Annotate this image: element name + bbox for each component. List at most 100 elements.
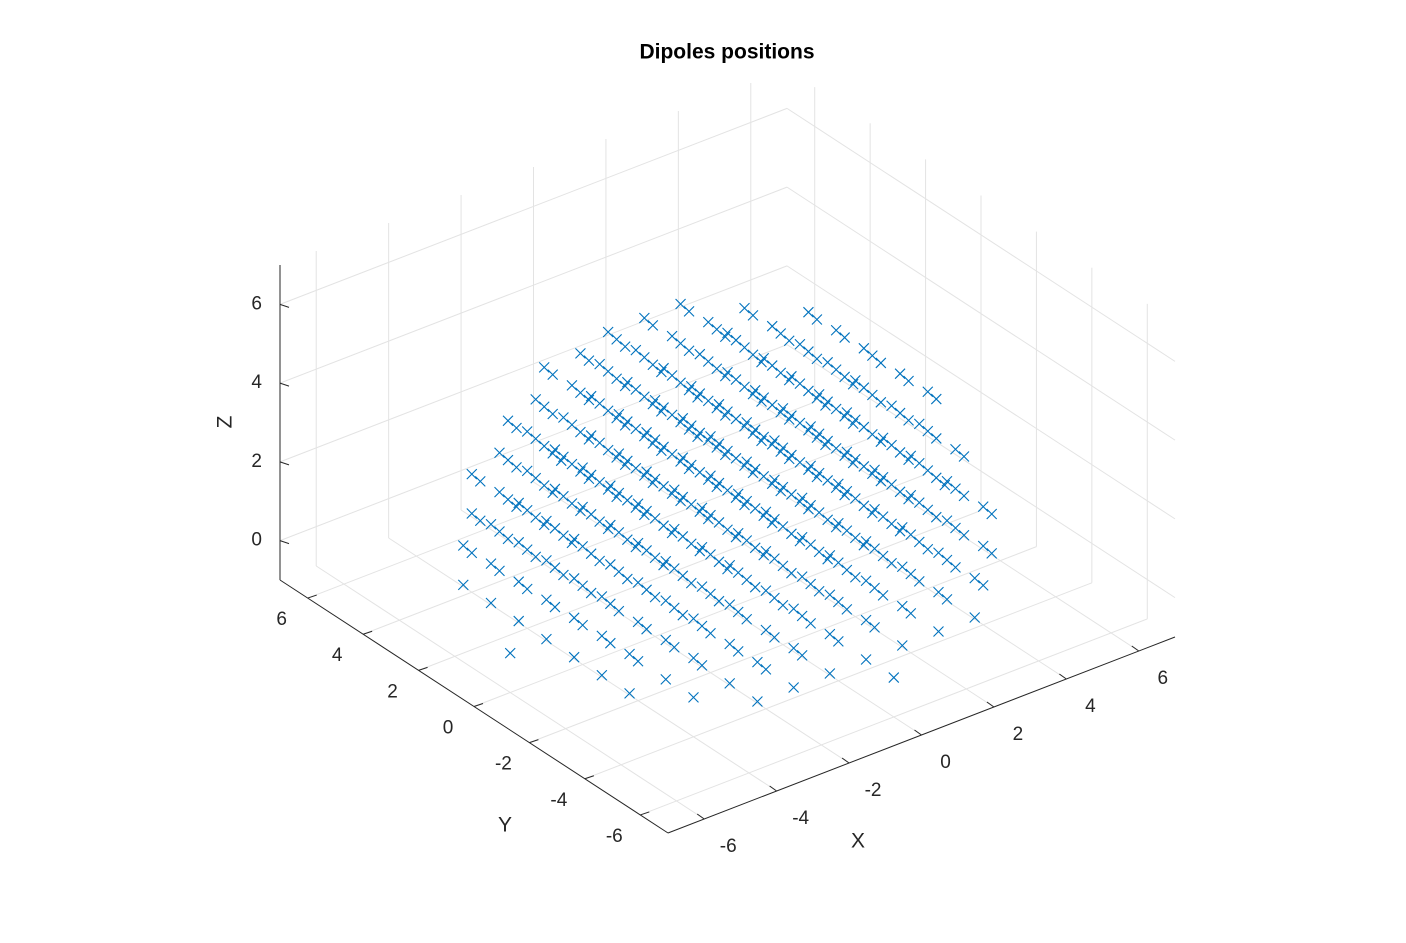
marker	[641, 505, 652, 517]
marker	[722, 445, 733, 457]
marker	[730, 374, 742, 385]
marker	[613, 566, 625, 578]
marker	[558, 412, 569, 423]
marker	[660, 595, 672, 606]
marker	[702, 316, 714, 328]
marker	[894, 407, 906, 419]
marker	[958, 451, 970, 462]
marker	[675, 377, 686, 389]
marker	[705, 431, 716, 442]
marker	[749, 463, 761, 475]
marker	[732, 488, 744, 500]
marker	[905, 529, 917, 541]
marker	[585, 469, 597, 481]
marker	[547, 369, 559, 381]
marker	[466, 547, 478, 559]
marker	[805, 617, 817, 629]
marker	[711, 324, 723, 335]
x-tick	[841, 757, 850, 764]
marker	[866, 389, 878, 401]
marker	[922, 386, 934, 398]
z-tick-label: 2	[251, 451, 262, 472]
marker	[596, 591, 608, 602]
marker	[896, 600, 908, 612]
y-tick	[584, 775, 595, 780]
marker	[585, 508, 597, 520]
marker	[741, 417, 753, 428]
marker	[769, 553, 780, 564]
marker	[594, 437, 606, 449]
marker	[494, 565, 505, 577]
marker	[485, 597, 497, 609]
marker	[666, 370, 678, 381]
marker	[694, 427, 706, 439]
marker	[538, 401, 550, 413]
marker	[832, 517, 844, 529]
marker	[849, 453, 861, 465]
marker	[566, 458, 578, 470]
marker	[977, 580, 989, 591]
marker	[530, 433, 542, 445]
marker	[683, 345, 695, 357]
marker	[677, 609, 689, 621]
marker	[621, 376, 633, 388]
marker	[713, 398, 725, 410]
marker	[741, 495, 753, 507]
marker	[696, 541, 708, 553]
marker	[747, 310, 759, 321]
x-tick-label: 0	[940, 752, 951, 773]
marker	[685, 459, 697, 471]
marker	[705, 549, 716, 560]
marker	[621, 534, 633, 546]
grid-line	[640, 618, 1148, 816]
marker	[604, 519, 616, 531]
marker	[796, 610, 808, 622]
marker	[824, 549, 836, 561]
marker	[602, 444, 614, 456]
marker	[621, 455, 633, 467]
marker	[830, 403, 842, 415]
marker	[886, 400, 897, 412]
grid-line	[786, 265, 1176, 520]
marker	[839, 371, 851, 383]
marker	[713, 477, 725, 489]
marker	[841, 525, 853, 536]
marker	[502, 494, 514, 505]
marker	[713, 595, 725, 607]
marker	[630, 384, 642, 395]
marker	[711, 363, 723, 375]
marker	[549, 522, 561, 534]
marker	[724, 559, 736, 571]
marker	[732, 527, 744, 539]
marker	[630, 462, 642, 474]
marker	[457, 540, 469, 551]
marker	[969, 572, 981, 584]
marker	[694, 348, 706, 360]
marker	[822, 435, 834, 447]
marker	[713, 438, 725, 450]
marker	[775, 328, 787, 339]
marker	[786, 489, 797, 500]
marker	[668, 641, 680, 653]
y-tick-label: -6	[606, 826, 623, 847]
marker	[786, 410, 797, 422]
marker	[839, 332, 851, 343]
marker	[577, 619, 589, 631]
marker	[760, 585, 772, 597]
marker	[832, 478, 844, 490]
marker	[641, 623, 652, 635]
z-tick	[279, 540, 290, 545]
marker	[794, 378, 806, 390]
marker	[805, 421, 817, 432]
marker	[977, 540, 989, 552]
marker	[685, 420, 697, 432]
marker	[894, 368, 906, 380]
marker	[849, 375, 861, 386]
marker	[724, 599, 736, 611]
marker	[596, 669, 608, 681]
marker	[611, 373, 623, 385]
marker	[903, 375, 914, 387]
marker	[913, 418, 925, 430]
grid-line	[786, 344, 1176, 599]
